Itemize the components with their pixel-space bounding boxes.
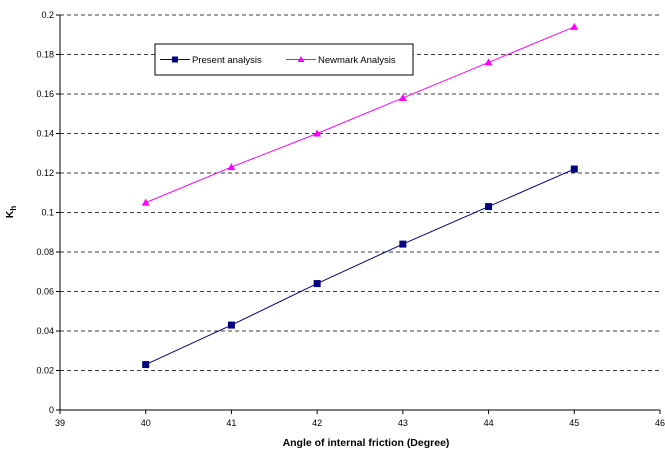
- y-tick-label: 0.1: [41, 208, 54, 218]
- data-point-newmark-analysis: [570, 22, 579, 30]
- x-tick-label: 41: [226, 418, 236, 428]
- legend-label-newmark-analysis: Newmark Analysis: [318, 55, 396, 66]
- x-tick-label: 43: [398, 418, 408, 428]
- series-line-newmark-analysis: [145, 26, 575, 204]
- legend-marker-present-analysis: [172, 56, 178, 63]
- x-tick-label: 40: [141, 418, 151, 428]
- y-axis-title: Kh: [4, 206, 18, 219]
- series-line-present-analysis: [145, 168, 575, 366]
- legend-label-present-analysis: Present analysis: [192, 55, 262, 66]
- y-tick-label: 0: [49, 405, 54, 415]
- x-tick-label: 45: [569, 418, 579, 428]
- data-point-present-analysis: [227, 321, 235, 329]
- data-point-present-analysis: [570, 165, 578, 173]
- y-tick-label: 0.08: [36, 247, 54, 257]
- data-point-newmark-analysis: [484, 58, 493, 66]
- x-tick-label: 42: [312, 418, 322, 428]
- x-tick-label: 44: [484, 418, 494, 428]
- data-point-newmark-analysis: [141, 198, 150, 206]
- y-tick-label: 0.14: [36, 129, 54, 139]
- legend-box: [154, 43, 414, 76]
- data-point-present-analysis: [313, 280, 321, 288]
- y-tick-label: 0.2: [41, 10, 54, 20]
- x-tick-label: 46: [655, 418, 665, 428]
- y-axis-ticks: 0 0.02 0.04 0.06 0.08 0.1 0.12 0.14 0.16 0.18 0.2: [36, 10, 60, 415]
- y-tick-label: 0.02: [36, 366, 54, 376]
- y-tick-label: 0.06: [36, 287, 54, 297]
- data-point-newmark-analysis: [227, 163, 236, 171]
- y-tick-label: 0.18: [36, 50, 54, 60]
- y-tick-label: 0.04: [36, 326, 54, 336]
- data-point-present-analysis: [485, 203, 493, 211]
- series-layer: [141, 22, 579, 369]
- x-tick-label: 39: [55, 418, 65, 428]
- data-point-newmark-analysis: [313, 129, 322, 137]
- x-axis-ticks: 39 40 41 42 43 44 45 46: [55, 410, 665, 428]
- y-axis-title-main: K: [4, 210, 16, 218]
- y-tick-label: 0.12: [36, 168, 54, 178]
- y-axis-title-subscript: h: [9, 206, 18, 211]
- data-point-newmark-analysis: [398, 93, 407, 101]
- legend-marker-newmark-analysis: [297, 56, 305, 62]
- y-tick-label: 0.16: [36, 89, 54, 99]
- x-axis-title: Angle of internal friction (Degree): [283, 437, 450, 449]
- data-point-present-analysis: [399, 240, 407, 248]
- legend: Present analysis Newmark Analysis: [154, 43, 414, 76]
- data-point-present-analysis: [142, 361, 150, 369]
